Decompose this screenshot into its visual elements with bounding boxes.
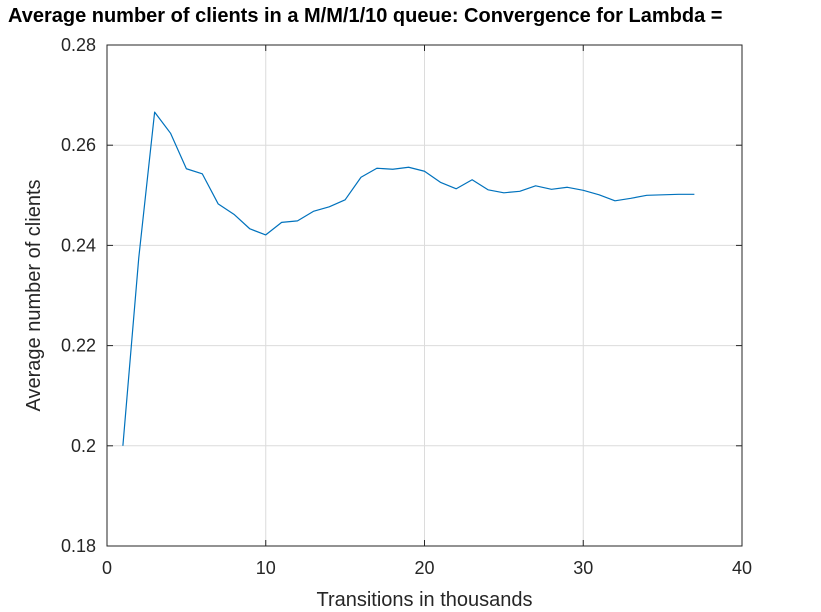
data-point [534,184,537,187]
data-point [439,181,442,184]
data-point [645,194,648,197]
y-tick-label: 0.2 [71,436,96,456]
data-point [629,197,632,200]
data-point [233,213,236,216]
x-tick-label: 20 [414,558,434,578]
data-point [169,132,172,135]
x-tick-label: 40 [732,558,752,578]
data-point [614,199,617,202]
y-tick-label: 0.18 [61,536,96,556]
data-point [661,193,664,196]
x-tick-label: 0 [102,558,112,578]
data-point [137,256,140,259]
data-point [344,198,347,201]
data-point [677,193,680,196]
data-point [693,193,696,196]
data-point [217,202,220,205]
data-point [407,166,410,169]
data-point [328,205,331,208]
data-point [518,190,521,193]
y-tick-label: 0.28 [61,35,96,55]
data-point [264,233,267,236]
x-tick-label: 10 [256,558,276,578]
data-point [280,221,283,224]
series-layer [121,111,696,447]
data-point [312,210,315,213]
data-point [391,168,394,171]
data-point [296,219,299,222]
x-tick-label: 30 [573,558,593,578]
y-axis-label: Average number of clients [23,180,45,412]
data-point [121,444,124,447]
x-axis-label: Transitions in thousands [316,589,532,611]
data-point [471,178,474,181]
data-point [487,188,490,191]
data-point [248,227,251,230]
y-tick-label: 0.26 [61,135,96,155]
data-point [566,186,569,189]
data-point [455,187,458,190]
data-point [502,191,505,194]
data-point [375,167,378,170]
data-point [423,170,426,173]
y-tick-label: 0.24 [61,235,96,255]
data-point [360,176,363,179]
y-tick-label: 0.22 [61,336,96,356]
data-point [550,188,553,191]
data-point [201,172,204,175]
data-point [582,189,585,192]
grid [107,45,742,546]
series-line-0 [122,111,695,446]
data-point [153,111,156,114]
ticks: 0 10 20 30 40 0.18 0.2 0.22 0.24 0.26 0.28 [61,35,752,578]
data-point [185,167,188,170]
data-point [598,193,601,196]
chart-title: Average number of clients in a M/M/1/10 … [8,5,722,27]
